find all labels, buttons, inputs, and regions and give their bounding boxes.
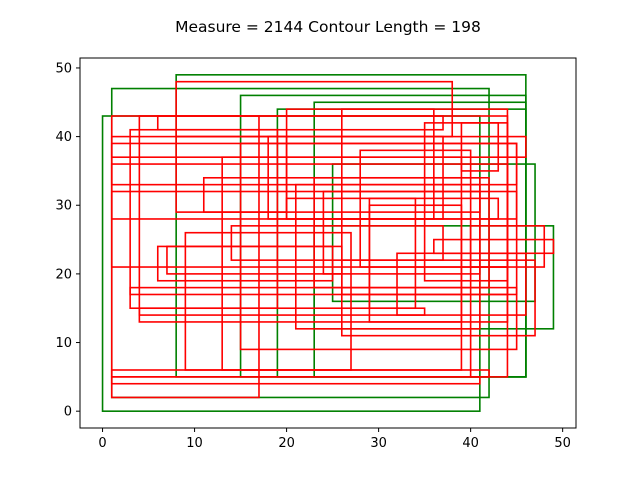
x-tick-label-5: 50: [554, 436, 571, 451]
x-axis: 0 10 20 30 40 50: [98, 428, 571, 451]
series-1-rect-29: [368, 204, 463, 323]
x-tick-label-1: 10: [186, 436, 203, 451]
series-1-rect-2: [110, 376, 481, 385]
series-1-rect-37: [129, 286, 518, 296]
series-1-rect-35: [469, 225, 546, 268]
y-tick-label-4: 40: [55, 130, 72, 145]
x-tick-label-2: 20: [278, 436, 295, 451]
plot-area: 0 10 20 30 40 50 0 10 20 30 40 50: [55, 57, 577, 451]
series-1-rect-24: [322, 190, 481, 275]
y-tick-label-2: 20: [55, 267, 72, 282]
x-tick-label-3: 30: [370, 436, 387, 451]
series-1-rect-32: [433, 238, 555, 255]
x-tick-label-0: 0: [98, 436, 106, 451]
y-tick-label-0: 0: [64, 405, 72, 420]
y-tick-label-5: 50: [55, 61, 72, 76]
chart-title: Measure = 2144 Contour Length = 198: [175, 18, 481, 36]
series-1-rect-38: [230, 225, 444, 261]
y-tick-label-3: 30: [55, 199, 72, 214]
y-tick-label-1: 10: [55, 336, 72, 351]
series-1-rect-36: [138, 307, 426, 316]
series-1-rect-33: [460, 122, 500, 172]
y-axis: 0 10 20 30 40 50: [55, 61, 80, 420]
x-tick-label-4: 40: [462, 436, 479, 451]
axes-frame: [79, 57, 577, 429]
series-1-rect-17: [239, 142, 518, 351]
rectangles-layer: [101, 74, 555, 412]
